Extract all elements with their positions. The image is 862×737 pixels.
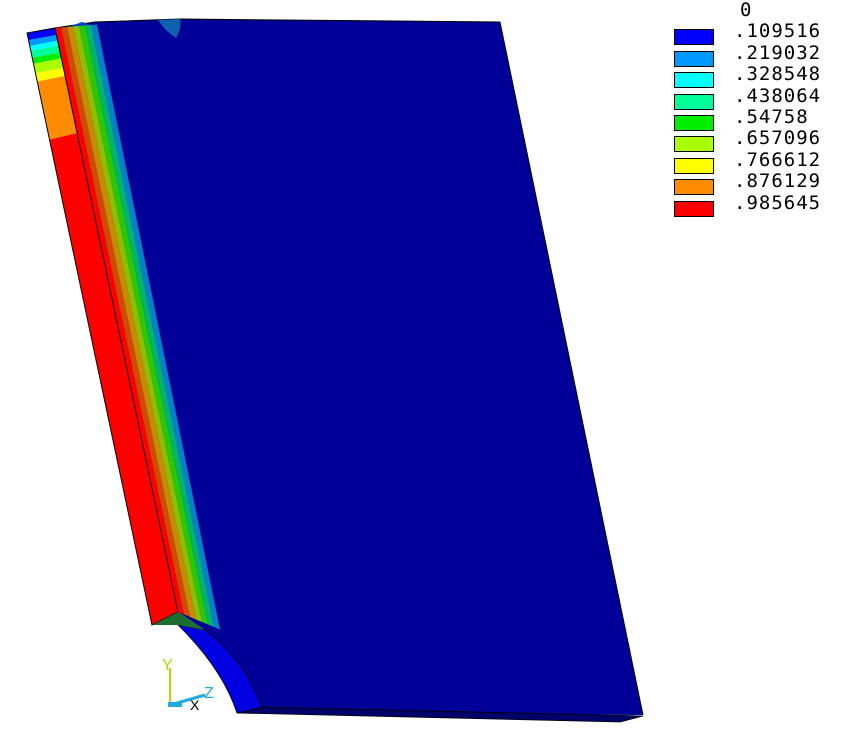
- side-face-segment: [29, 40, 59, 51]
- contour-band: [67, 26, 196, 620]
- legend-label: .219032: [734, 41, 822, 64]
- legend-row: .657096: [674, 127, 860, 153]
- side-face-segment: [27, 28, 57, 41]
- legend-row: .766612: [674, 148, 860, 174]
- legend-row: .985645: [674, 191, 860, 217]
- side-face-segment: [37, 75, 78, 140]
- plate-left-side-face: [26, 27, 179, 626]
- legend-swatch: [674, 157, 714, 174]
- side-face-segment: [49, 133, 178, 625]
- legend-label: .876129: [734, 170, 822, 193]
- legend-label: 0: [740, 0, 753, 21]
- legend-label: .438064: [734, 84, 822, 107]
- contour-band: [79, 25, 208, 625]
- triad-y-label: Y: [162, 657, 173, 674]
- legend-row: .219032: [674, 41, 860, 67]
- triad-origin-marker: [168, 702, 182, 707]
- contour-band: [73, 26, 202, 622]
- legend-row: .109516: [674, 20, 860, 46]
- contour-band: [85, 25, 214, 627]
- contour-band: [55, 27, 184, 615]
- legend-label: .766612: [734, 148, 822, 171]
- side-face-segment: [28, 35, 58, 46]
- side-face-segment: [35, 67, 66, 82]
- legend-label: .985645: [734, 191, 822, 214]
- contour-bands: [55, 24, 220, 630]
- triad-x-label: X: [190, 697, 200, 713]
- legend-label: .328548: [734, 63, 822, 86]
- legend-swatch: [674, 200, 714, 217]
- side-face-segment: [30, 45, 61, 58]
- legend-label: .54758: [734, 106, 809, 128]
- legend-swatch: [674, 179, 714, 196]
- legend-swatch: [674, 115, 714, 131]
- legend-row: .54758: [674, 106, 860, 131]
- legend-swatch: [674, 93, 714, 110]
- hole-edge-face: [176, 624, 263, 714]
- contour-band: [61, 27, 190, 617]
- side-face-segment: [33, 58, 64, 74]
- legend-swatch: [674, 50, 714, 67]
- legend-swatch: [674, 72, 714, 89]
- coordinate-triad: Y Z X: [162, 657, 214, 713]
- legend-row: 0: [674, 0, 860, 22]
- legend-label: .657096: [734, 127, 822, 150]
- legend-row: .876129: [674, 170, 860, 196]
- legend-swatch: [674, 29, 714, 46]
- hole-top-contour-sliver: [152, 612, 205, 630]
- top-contour-blob-right: [158, 19, 181, 38]
- legend-label: .109516: [734, 20, 822, 43]
- legend-swatch: [674, 136, 714, 153]
- triad-z-label: Z: [204, 685, 214, 702]
- legend-row: .328548: [674, 63, 860, 89]
- legend-row: .438064: [674, 84, 860, 110]
- side-face-segment: [32, 52, 62, 64]
- contour-band: [91, 24, 220, 630]
- plate-right-edge: [499, 21, 644, 716]
